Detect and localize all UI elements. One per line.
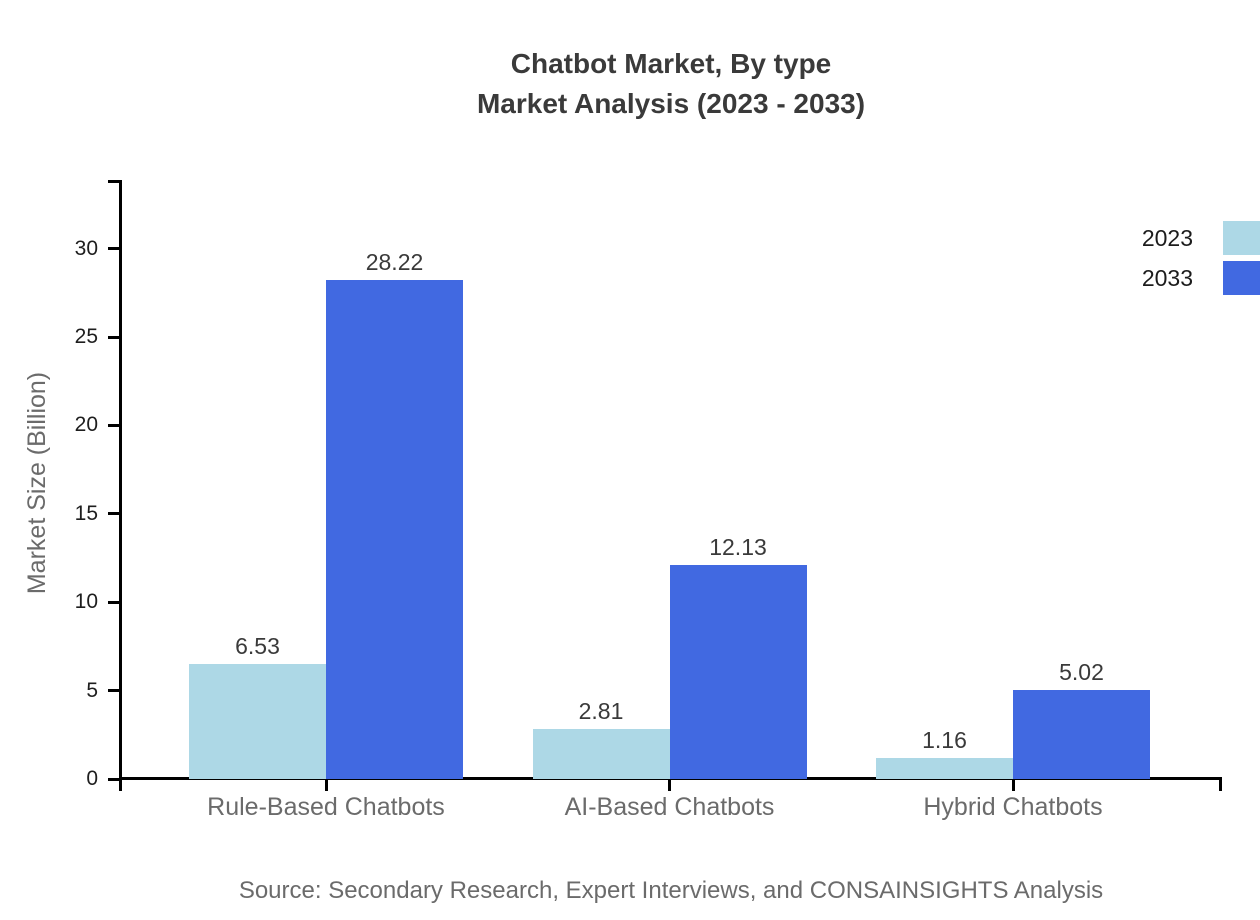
legend-row-2023: 2023 — [1142, 221, 1260, 255]
y-axis-tick-label: 0 — [86, 767, 98, 790]
y-axis-top-cap — [108, 180, 122, 183]
y-axis-tick-label: 10 — [74, 590, 98, 614]
y-axis-tick-label: 20 — [74, 413, 98, 437]
y-axis-tick — [108, 423, 121, 427]
y-axis-tick-label: 15 — [74, 501, 98, 525]
chart-title-line-1: Chatbot Market, By type — [510, 48, 832, 79]
legend-label-2023: 2023 — [1141, 224, 1193, 251]
category-label: AI-Based Chatbots — [564, 793, 775, 821]
chart-title: Chatbot Market, By type Market Analysis … — [121, 44, 1221, 124]
bar-2033 — [326, 280, 463, 779]
bar-2033 — [1013, 690, 1150, 779]
chart-title-line-2: Market Analysis (2023 - 2033) — [476, 88, 866, 119]
legend: 2023 2033 — [1142, 221, 1260, 301]
y-axis-tick-label: 5 — [86, 678, 98, 702]
y-axis-tick — [108, 335, 121, 339]
y-axis-tick — [108, 689, 121, 693]
category-label: Rule-Based Chatbots — [207, 793, 445, 821]
bar-value-label: 12.13 — [709, 533, 767, 560]
bar-2033 — [669, 564, 807, 779]
y-axis-tick — [108, 777, 121, 781]
category-label: Hybrid Chatbots — [923, 793, 1103, 821]
y-axis-tick-label: 30 — [74, 236, 98, 260]
x-axis-tick — [1011, 779, 1015, 791]
legend-swatch-2023 — [1223, 221, 1260, 255]
source-attribution: Source: Secondary Research, Expert Inter… — [238, 877, 1104, 904]
bar-value-label: 6.53 — [235, 632, 280, 659]
x-axis-right-cap — [1219, 777, 1222, 791]
x-axis-tick — [668, 779, 671, 791]
bar-2023 — [532, 729, 670, 779]
legend-swatch-2033 — [1223, 261, 1260, 295]
legend-label-2033: 2033 — [1141, 264, 1193, 291]
legend-row-2033: 2033 — [1142, 261, 1260, 295]
bar-value-label: 1.16 — [922, 727, 967, 754]
y-axis-tick — [108, 512, 121, 516]
bar-2023 — [876, 758, 1013, 779]
x-axis-tick — [324, 779, 328, 791]
bar-2023 — [189, 663, 326, 779]
y-axis-tick — [108, 247, 121, 251]
bar-value-label: 2.81 — [578, 698, 624, 725]
bar-value-label: 28.22 — [365, 249, 424, 276]
bar-value-label: 5.02 — [1059, 659, 1104, 686]
y-axis-line — [119, 180, 122, 791]
y-axis-tick-label: 25 — [74, 325, 98, 348]
y-axis-tick — [108, 600, 121, 604]
